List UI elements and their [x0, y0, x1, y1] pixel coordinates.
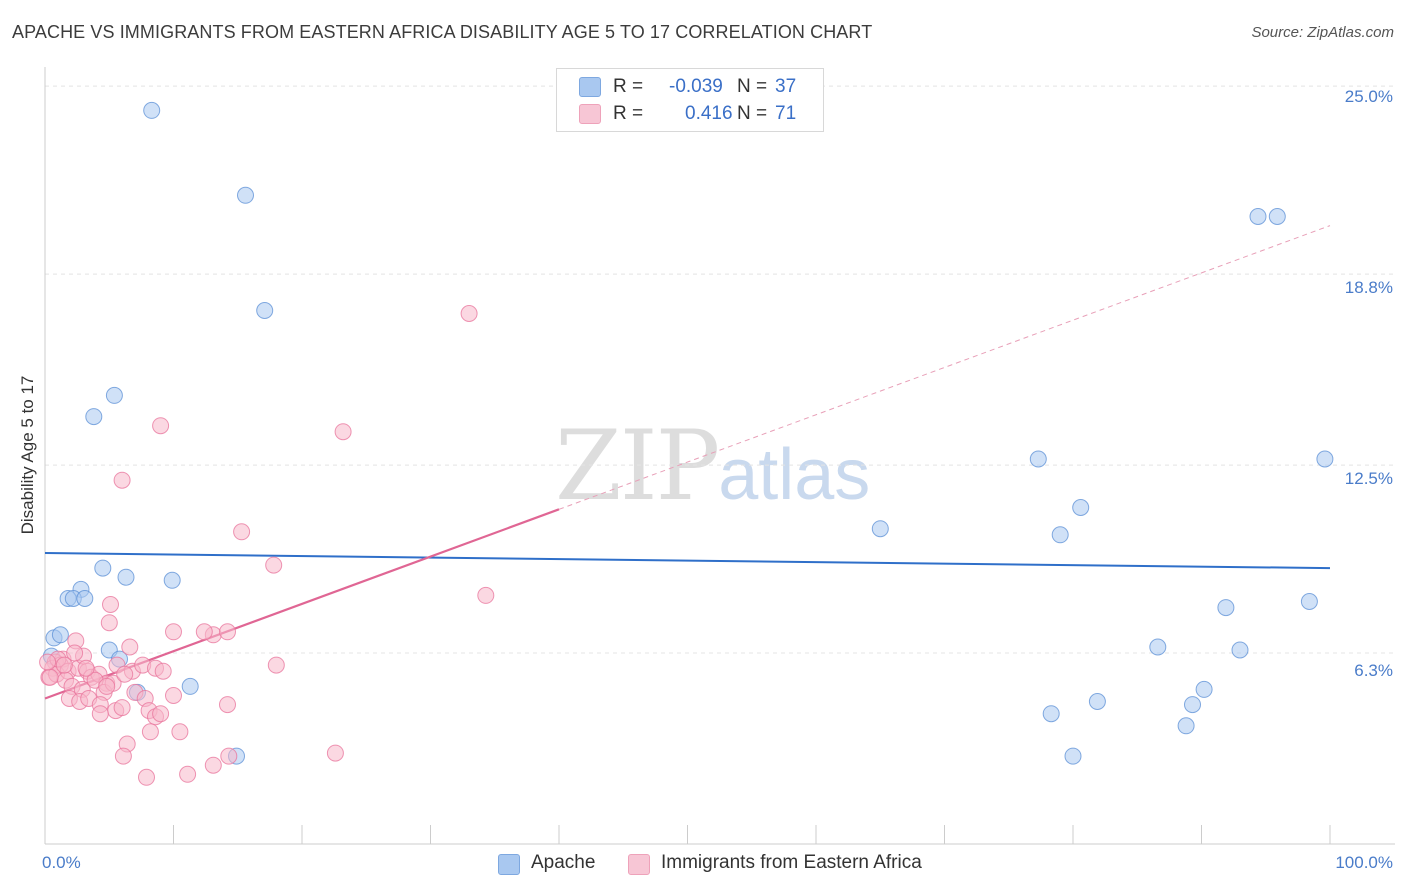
legend-r-value: 0.416: [685, 103, 733, 124]
grid-lines: [45, 85, 1395, 654]
apache-point: [1249, 208, 1267, 225]
eastern-africa-point: [77, 659, 95, 677]
bottom-legend-swatch-eastern-africa: [628, 854, 650, 875]
eastern-africa-point: [233, 523, 251, 541]
eastern-africa-point: [138, 768, 155, 786]
eastern-africa-point: [91, 705, 109, 723]
eastern-africa-point: [141, 723, 159, 741]
apache-point: [143, 101, 161, 119]
apache-point: [181, 677, 199, 695]
eastern-africa-point: [179, 765, 197, 783]
apache-point: [117, 568, 135, 586]
legend-r-value: -0.039: [669, 76, 723, 97]
trend-lines: [44, 225, 1331, 700]
apache-point: [1184, 696, 1201, 714]
y-tick-label: 12.5%: [1344, 469, 1393, 488]
chart-source: Source: ZipAtlas.com: [1251, 24, 1394, 41]
apache-point: [1217, 599, 1235, 617]
legend-n-label: N =: [737, 103, 768, 124]
apache-point: [1029, 450, 1047, 468]
legend-n-value: 37: [775, 76, 797, 97]
eastern-africa-point: [98, 677, 116, 695]
eastern-africa-point: [265, 556, 283, 574]
apache-point: [94, 559, 112, 577]
bottom-legend-label-apache: Apache: [531, 852, 596, 873]
data-points: [39, 101, 1334, 786]
eastern-africa-point: [114, 747, 132, 765]
apache-point: [1088, 693, 1106, 710]
eastern-africa-point: [41, 668, 59, 686]
eastern-africa-point: [204, 756, 222, 774]
apache-trend-line: [44, 551, 1331, 570]
y-tick-label: 18.8%: [1344, 278, 1393, 297]
eastern-africa-point: [154, 662, 172, 680]
apache-point: [1072, 499, 1090, 516]
legend: R = -0.039 N = 37 R = 0.416 N = 71: [556, 68, 824, 132]
eastern-africa-point: [165, 623, 182, 641]
eastern-africa-point: [267, 656, 285, 674]
chart-title: APACHE VS IMMIGRANTS FROM EASTERN AFRICA…: [12, 22, 873, 42]
eastern-africa-point: [219, 696, 236, 714]
apache-point: [1042, 705, 1060, 723]
apache-point: [1064, 747, 1082, 765]
legend-r-label: R =: [613, 103, 644, 124]
x-tick-label: 0.0%: [42, 853, 81, 872]
eastern-africa-point: [460, 305, 478, 322]
eastern-africa-point: [116, 665, 134, 683]
legend-n-value: 71: [775, 103, 797, 124]
axes: [44, 67, 1395, 845]
apache-point: [871, 520, 889, 538]
apache-point: [237, 186, 254, 204]
y-tick-label: 6.3%: [1354, 661, 1393, 680]
eastern-africa-point: [477, 586, 495, 604]
eastern-africa-point: [113, 699, 131, 717]
bottom-legend-label-eastern-africa: Immigrants from Eastern Africa: [661, 852, 922, 873]
y-tick-label: 25.0%: [1344, 87, 1393, 106]
legend-swatch-eastern-africa: [579, 104, 601, 124]
apache-point: [1177, 717, 1195, 735]
eastern-africa-point: [165, 687, 182, 704]
eastern-africa-point: [152, 417, 170, 435]
bottom-legend-swatch-apache: [498, 854, 520, 875]
apache-point: [51, 626, 69, 644]
apache-point: [1268, 208, 1286, 225]
eastern-africa-point: [113, 471, 131, 489]
watermark-atlas: atlas: [718, 435, 871, 515]
watermark: ZIPatlas: [555, 410, 870, 522]
apache-point: [163, 571, 181, 589]
apache-point: [1149, 638, 1167, 656]
eastern-africa-point: [55, 656, 73, 674]
apache-point: [1300, 593, 1318, 610]
eastern-africa-point: [39, 653, 57, 671]
eastern-africa-point: [100, 614, 118, 632]
legend-swatch-apache: [579, 77, 601, 97]
apache-point: [105, 386, 123, 404]
x-tick-label: 100.0%: [1335, 853, 1393, 872]
apache-point: [1231, 641, 1249, 659]
apache-point: [85, 408, 103, 426]
y-axis-label: Disability Age 5 to 17: [18, 375, 37, 535]
eastern-africa-point: [326, 744, 344, 762]
watermark-zip: ZIP: [555, 410, 720, 522]
eastern-africa-point: [66, 644, 84, 662]
eastern-africa-point: [220, 747, 238, 765]
eastern-africa-point: [152, 705, 170, 723]
legend-r-label: R =: [613, 76, 644, 97]
apache-point: [1195, 680, 1213, 698]
eastern-africa-point: [334, 423, 352, 441]
eastern-africa-point: [171, 723, 189, 741]
legend-n-label: N =: [737, 76, 768, 97]
apache-point: [76, 590, 94, 607]
apache-point: [1051, 526, 1069, 544]
eastern-africa-point: [102, 596, 119, 613]
apache-point: [1316, 450, 1334, 468]
apache-point: [256, 302, 274, 319]
eastern-africa-point: [219, 623, 236, 641]
eastern-africa-trend-extension: [558, 225, 1331, 510]
eastern-africa-point: [195, 623, 213, 641]
eastern-africa-point: [121, 638, 139, 656]
